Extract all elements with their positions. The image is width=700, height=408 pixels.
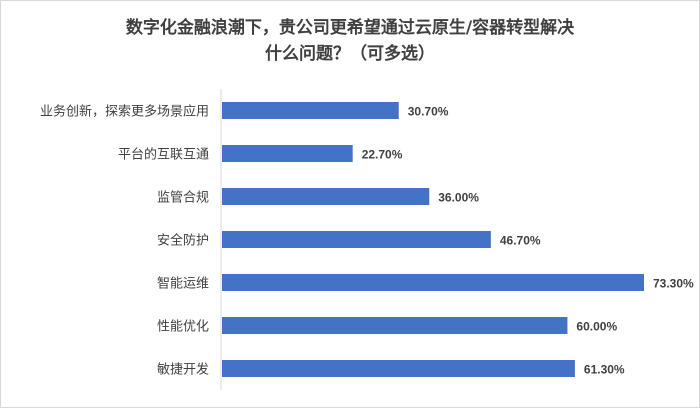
category-label: 性能优化	[157, 320, 209, 335]
data-label: 61.30%	[584, 363, 625, 377]
data-label: 60.00%	[576, 320, 617, 334]
bar-6	[222, 360, 575, 377]
bar-1	[222, 145, 353, 162]
category-label: 监管合规	[157, 191, 209, 206]
bar-0	[222, 102, 399, 119]
data-label: 46.70%	[500, 234, 541, 248]
data-label: 22.70%	[362, 148, 403, 162]
category-label: 敏捷开发	[157, 362, 209, 378]
category-label: 业务创新，探索更多场景应用	[40, 104, 209, 120]
bar-5	[222, 317, 568, 334]
bar-4	[222, 274, 644, 291]
chart-title-line-2: 什么问题？（可多选）	[265, 44, 435, 64]
bar-3	[222, 231, 491, 248]
chart-title: 数字化金融浪潮下，贵公司更希望通过云原生/容器转型解决 什么问题？（可多选）	[1, 15, 699, 67]
category-label: 智能运维	[157, 277, 209, 292]
category-label: 安全防护	[157, 233, 209, 249]
chart-title-line-1: 数字化金融浪潮下，贵公司更希望通过云原生/容器转型解决	[125, 18, 575, 38]
data-label: 30.70%	[408, 105, 449, 119]
data-label: 73.30%	[653, 277, 694, 291]
bar-2	[222, 188, 430, 205]
data-label: 36.00%	[438, 191, 479, 205]
category-label: 平台的互联互通	[118, 147, 209, 163]
